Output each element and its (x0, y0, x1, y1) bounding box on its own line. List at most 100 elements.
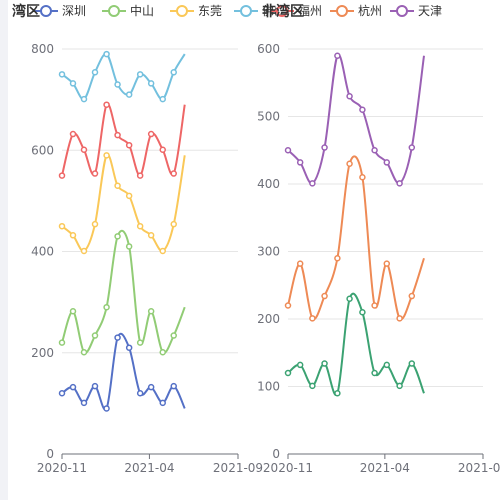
data-point[interactable] (80, 146, 88, 153)
data-point[interactable] (396, 315, 403, 322)
data-point[interactable] (103, 101, 110, 108)
data-point[interactable] (296, 260, 304, 267)
data-point[interactable] (371, 302, 378, 309)
data-point[interactable] (170, 170, 177, 177)
data-point[interactable] (136, 339, 144, 346)
data-point[interactable] (80, 247, 88, 255)
data-point[interactable] (296, 159, 304, 166)
data-point[interactable] (159, 146, 166, 153)
data-point[interactable] (383, 260, 391, 267)
data-point[interactable] (383, 159, 391, 166)
data-point[interactable] (114, 233, 121, 240)
data-point[interactable] (383, 361, 391, 369)
data-point[interactable] (159, 348, 166, 356)
data-point[interactable] (334, 255, 341, 262)
data-point[interactable] (309, 180, 316, 187)
data-point[interactable] (103, 303, 110, 311)
data-point[interactable] (147, 232, 155, 239)
data-point[interactable] (136, 390, 144, 397)
data-point[interactable] (396, 382, 403, 390)
data-point[interactable] (58, 71, 66, 78)
data-point[interactable] (91, 220, 99, 228)
data-point[interactable] (170, 220, 177, 228)
data-point[interactable] (321, 292, 328, 300)
data-point[interactable] (359, 309, 366, 316)
data-point[interactable] (91, 332, 99, 339)
data-point[interactable] (58, 339, 66, 346)
legend-item[interactable]: 东莞 (170, 4, 222, 18)
data-point[interactable] (159, 247, 166, 255)
data-point[interactable] (284, 147, 292, 154)
data-point[interactable] (147, 130, 155, 138)
data-point[interactable] (69, 383, 77, 391)
data-point[interactable] (334, 52, 341, 59)
legend-item[interactable]: 杭州 (330, 3, 382, 18)
data-point[interactable] (125, 243, 133, 250)
data-point[interactable] (80, 95, 88, 103)
data-point[interactable] (125, 344, 133, 351)
legend[interactable]: 深圳 中山 东莞 佛山 福州 杭州 天津 (34, 3, 442, 18)
data-point[interactable] (125, 141, 133, 149)
data-point[interactable] (136, 222, 144, 230)
data-point[interactable] (396, 180, 403, 187)
left-edge-strip (0, 0, 8, 500)
data-point[interactable] (103, 50, 110, 58)
data-point[interactable] (309, 382, 316, 390)
data-point[interactable] (58, 172, 66, 179)
data-point[interactable] (80, 348, 88, 356)
data-point[interactable] (284, 369, 292, 377)
data-point[interactable] (321, 360, 328, 367)
legend-item[interactable]: 中山 (102, 3, 154, 18)
data-point[interactable] (296, 361, 304, 369)
data-point[interactable] (114, 182, 121, 189)
data-point[interactable] (346, 93, 353, 100)
data-point[interactable] (359, 174, 366, 181)
data-point[interactable] (103, 405, 110, 412)
data-point[interactable] (159, 399, 166, 407)
data-point[interactable] (284, 302, 292, 309)
data-point[interactable] (58, 222, 66, 230)
data-point[interactable] (114, 81, 121, 88)
data-point[interactable] (125, 192, 133, 200)
data-point[interactable] (91, 69, 99, 76)
legend-item[interactable]: 深圳 (34, 4, 86, 18)
data-point[interactable] (408, 144, 416, 151)
data-point[interactable] (147, 80, 155, 87)
data-point[interactable] (125, 91, 133, 98)
data-point[interactable] (147, 383, 155, 391)
data-point[interactable] (69, 307, 77, 315)
data-point[interactable] (371, 369, 378, 377)
data-point[interactable] (114, 334, 121, 341)
data-point[interactable] (103, 152, 110, 159)
series-line (61, 153, 186, 252)
data-point[interactable] (346, 295, 353, 302)
data-point[interactable] (170, 69, 177, 76)
data-point[interactable] (408, 292, 416, 300)
legend-item[interactable]: 天津 (390, 4, 442, 18)
data-point[interactable] (321, 144, 328, 151)
data-point[interactable] (136, 71, 144, 78)
data-point[interactable] (69, 232, 77, 239)
data-point[interactable] (170, 332, 177, 339)
data-point[interactable] (69, 80, 77, 87)
legend-item[interactable]: 福州 (270, 3, 322, 18)
data-point[interactable] (58, 390, 66, 397)
data-point[interactable] (147, 307, 155, 315)
data-point[interactable] (80, 399, 88, 407)
y-tick-label: 0 (272, 447, 280, 461)
data-point[interactable] (359, 106, 366, 113)
series-杭州 (284, 155, 425, 322)
data-point[interactable] (136, 172, 144, 179)
data-point[interactable] (408, 360, 416, 367)
data-point[interactable] (69, 130, 77, 138)
data-point[interactable] (170, 382, 177, 390)
data-point[interactable] (114, 131, 121, 139)
data-point[interactable] (91, 382, 99, 390)
data-point[interactable] (346, 160, 353, 167)
data-point[interactable] (91, 170, 99, 177)
data-point[interactable] (159, 95, 166, 103)
data-point[interactable] (334, 390, 341, 397)
legend-label: 杭州 (358, 3, 382, 18)
data-point[interactable] (309, 315, 316, 322)
data-point[interactable] (371, 147, 378, 154)
